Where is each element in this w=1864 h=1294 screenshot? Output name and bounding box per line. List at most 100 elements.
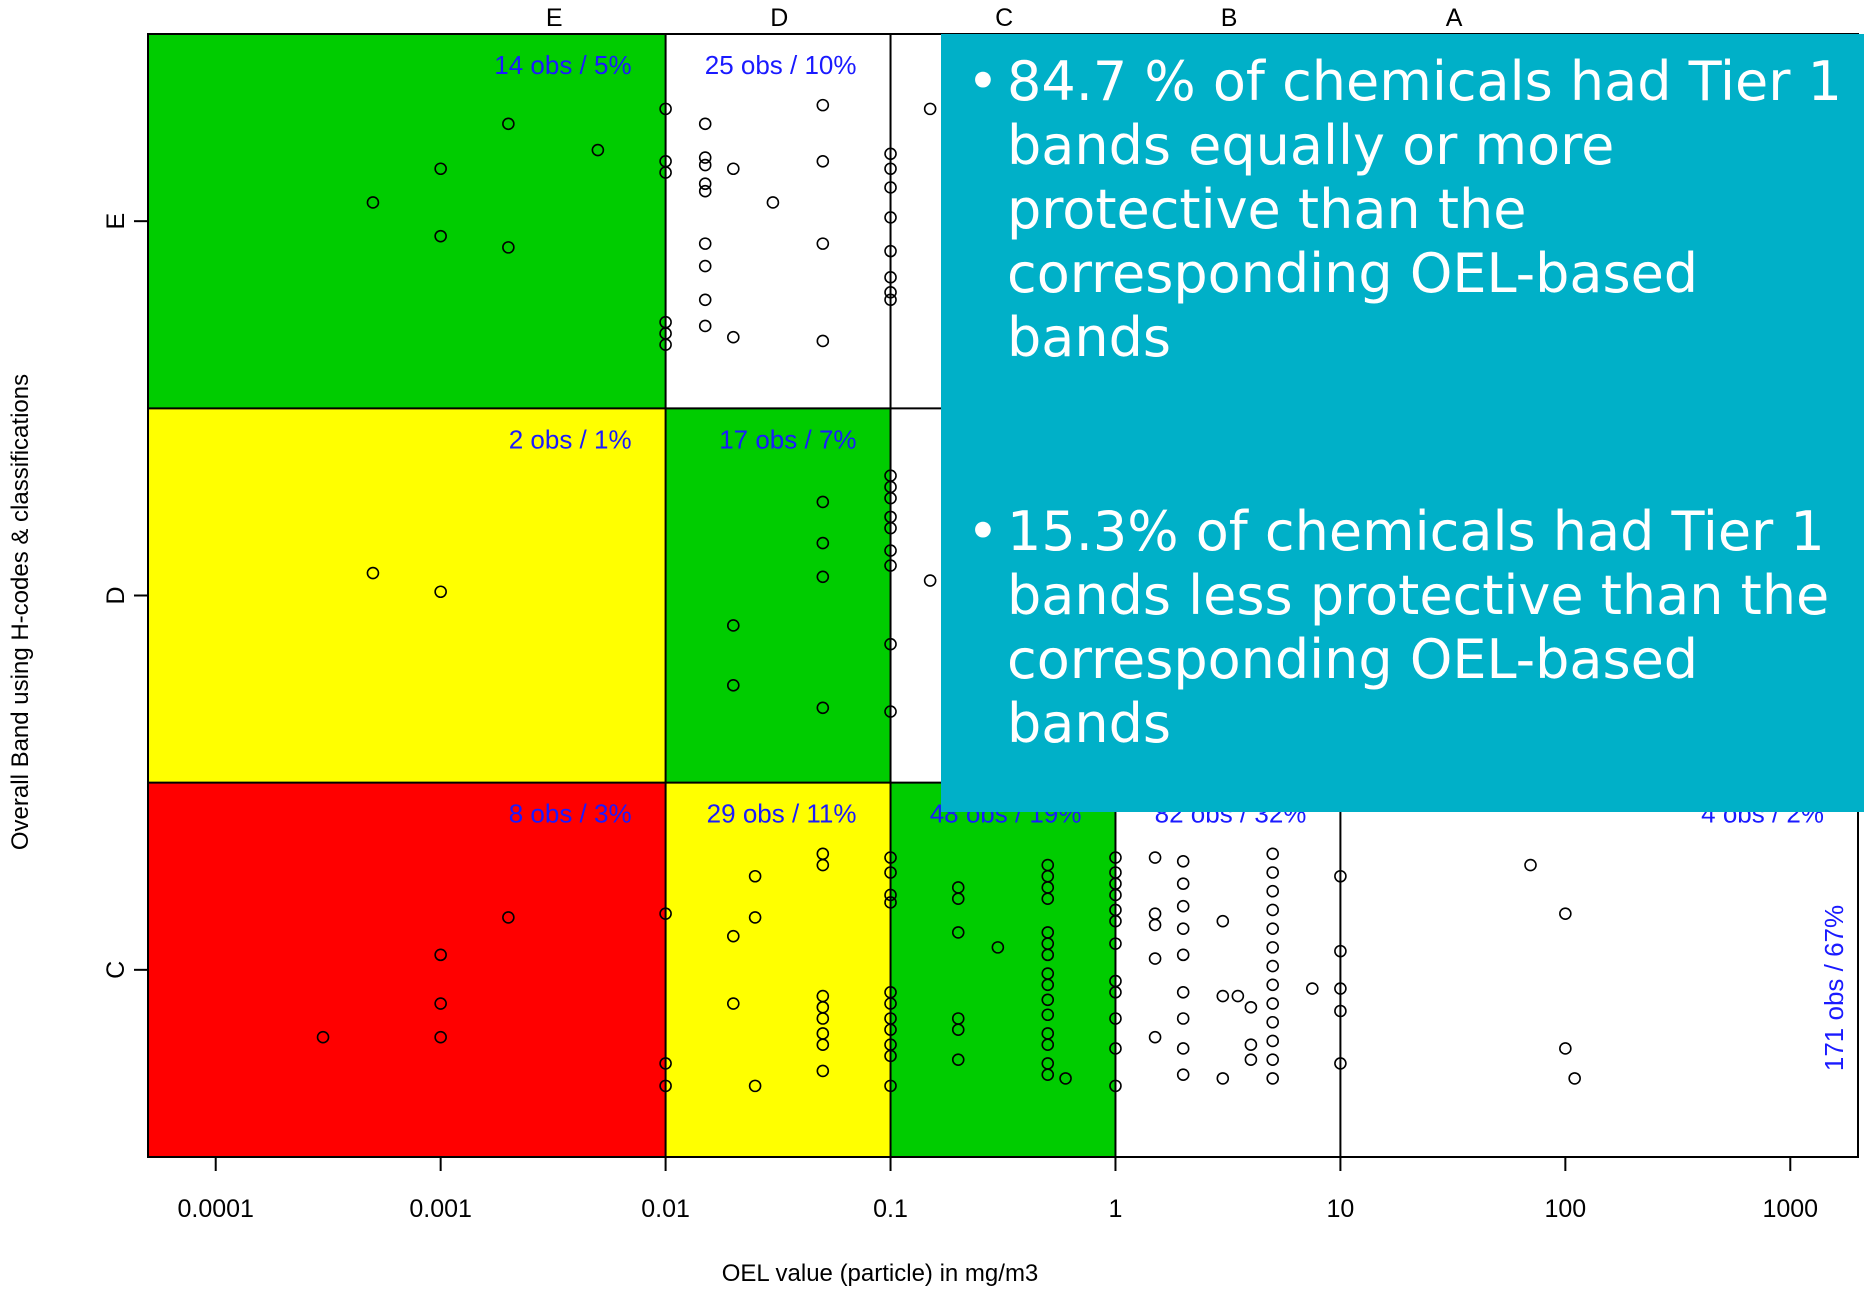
data-point <box>698 151 712 164</box>
data-point <box>366 566 380 580</box>
data-point <box>1266 847 1279 861</box>
data-point <box>698 184 712 198</box>
data-point <box>1109 937 1122 950</box>
data-point <box>816 570 830 584</box>
callout-text: 84.7 % of chemicals had Tier 1 bands equ… <box>1007 50 1842 369</box>
data-point <box>1266 884 1279 898</box>
data-point <box>884 244 897 258</box>
data-point <box>659 907 672 920</box>
band-cell <box>148 408 666 783</box>
data-point <box>727 619 740 632</box>
data-point <box>884 851 897 864</box>
data-point <box>698 319 712 333</box>
data-point <box>316 1030 330 1044</box>
data-point <box>816 1012 830 1025</box>
data-point <box>1216 989 1230 1003</box>
band-cell <box>665 408 891 783</box>
x-tick-label: 0.1 <box>873 1195 908 1223</box>
data-point <box>766 196 780 209</box>
data-point <box>884 888 897 902</box>
data-point <box>884 896 897 909</box>
cell-count-label: 17 obs / 7% <box>719 424 856 454</box>
data-point <box>884 162 897 176</box>
band-cell <box>1340 782 1858 1157</box>
data-point <box>1266 997 1279 1010</box>
data-point <box>1041 993 1055 1007</box>
data-point <box>727 162 740 176</box>
data-point <box>884 1049 897 1063</box>
bullet-icon: • <box>967 500 999 563</box>
data-point <box>748 869 762 883</box>
callout-text: 15.3% of chemicals had Tier 1 bands less… <box>1007 500 1830 755</box>
data-point <box>1216 1072 1230 1085</box>
data-point <box>502 241 515 254</box>
data-point <box>1041 1008 1055 1022</box>
x-tick-label: 0.0001 <box>177 1195 253 1223</box>
y-tick-label: D <box>102 586 130 604</box>
data-point <box>434 997 447 1010</box>
data-point <box>1306 982 1319 995</box>
top-band-label: C <box>995 4 1013 32</box>
data-point <box>659 338 672 351</box>
data-point <box>1041 892 1055 906</box>
data-point <box>1266 941 1279 954</box>
data-point <box>951 926 965 939</box>
data-point <box>727 929 740 943</box>
data-point <box>698 158 712 172</box>
data-point <box>884 866 897 879</box>
data-point <box>727 330 740 344</box>
data-point <box>884 491 897 505</box>
data-point <box>1176 948 1190 962</box>
data-point <box>502 911 515 924</box>
data-point <box>659 1057 672 1070</box>
data-point <box>1266 922 1279 935</box>
data-point <box>434 948 447 962</box>
data-point <box>991 941 1005 954</box>
top-band-label: A <box>1446 4 1463 32</box>
data-point <box>1041 1038 1055 1051</box>
data-point <box>884 285 897 299</box>
data-point <box>1334 869 1347 883</box>
data-points <box>316 98 1581 1093</box>
data-point <box>884 705 897 718</box>
data-point <box>951 892 965 906</box>
callout-point-more-protective: • 84.7 % of chemicals had Tier 1 bands e… <box>967 50 1844 370</box>
data-point <box>1266 1034 1279 1048</box>
data-point <box>816 495 830 509</box>
x-tick-label: 0.001 <box>409 1195 472 1223</box>
data-point <box>884 293 897 307</box>
data-point <box>1176 899 1190 913</box>
data-point <box>698 237 712 250</box>
y-tick-label: C <box>102 961 130 979</box>
data-point <box>1176 1042 1190 1055</box>
data-point <box>884 1079 897 1093</box>
data-point <box>1176 877 1190 891</box>
data-point <box>816 858 830 872</box>
data-point <box>923 574 937 587</box>
data-point <box>816 98 830 112</box>
data-point <box>1109 851 1122 864</box>
data-point <box>1266 1072 1279 1085</box>
data-point <box>1109 985 1122 999</box>
data-point <box>884 1023 897 1037</box>
data-point <box>1148 1030 1162 1044</box>
data-point <box>816 154 830 168</box>
data-point <box>884 637 897 651</box>
data-point <box>434 585 447 599</box>
data-point <box>1176 1012 1190 1025</box>
data-point <box>1559 1042 1572 1055</box>
data-point <box>1266 1053 1279 1066</box>
data-point <box>1109 1012 1122 1025</box>
data-point <box>1244 1000 1258 1014</box>
data-point <box>1334 944 1347 958</box>
data-point <box>1176 985 1190 999</box>
x-tick-label: 10 <box>1327 1195 1355 1223</box>
data-point <box>1266 978 1279 992</box>
data-point <box>659 102 672 116</box>
data-point <box>727 679 740 692</box>
data-point <box>698 293 712 307</box>
data-point <box>1059 1072 1072 1085</box>
data-point <box>1231 989 1245 1003</box>
x-tick-label: 0.01 <box>641 1195 690 1223</box>
x-tick-label: 1 <box>1109 1195 1123 1223</box>
